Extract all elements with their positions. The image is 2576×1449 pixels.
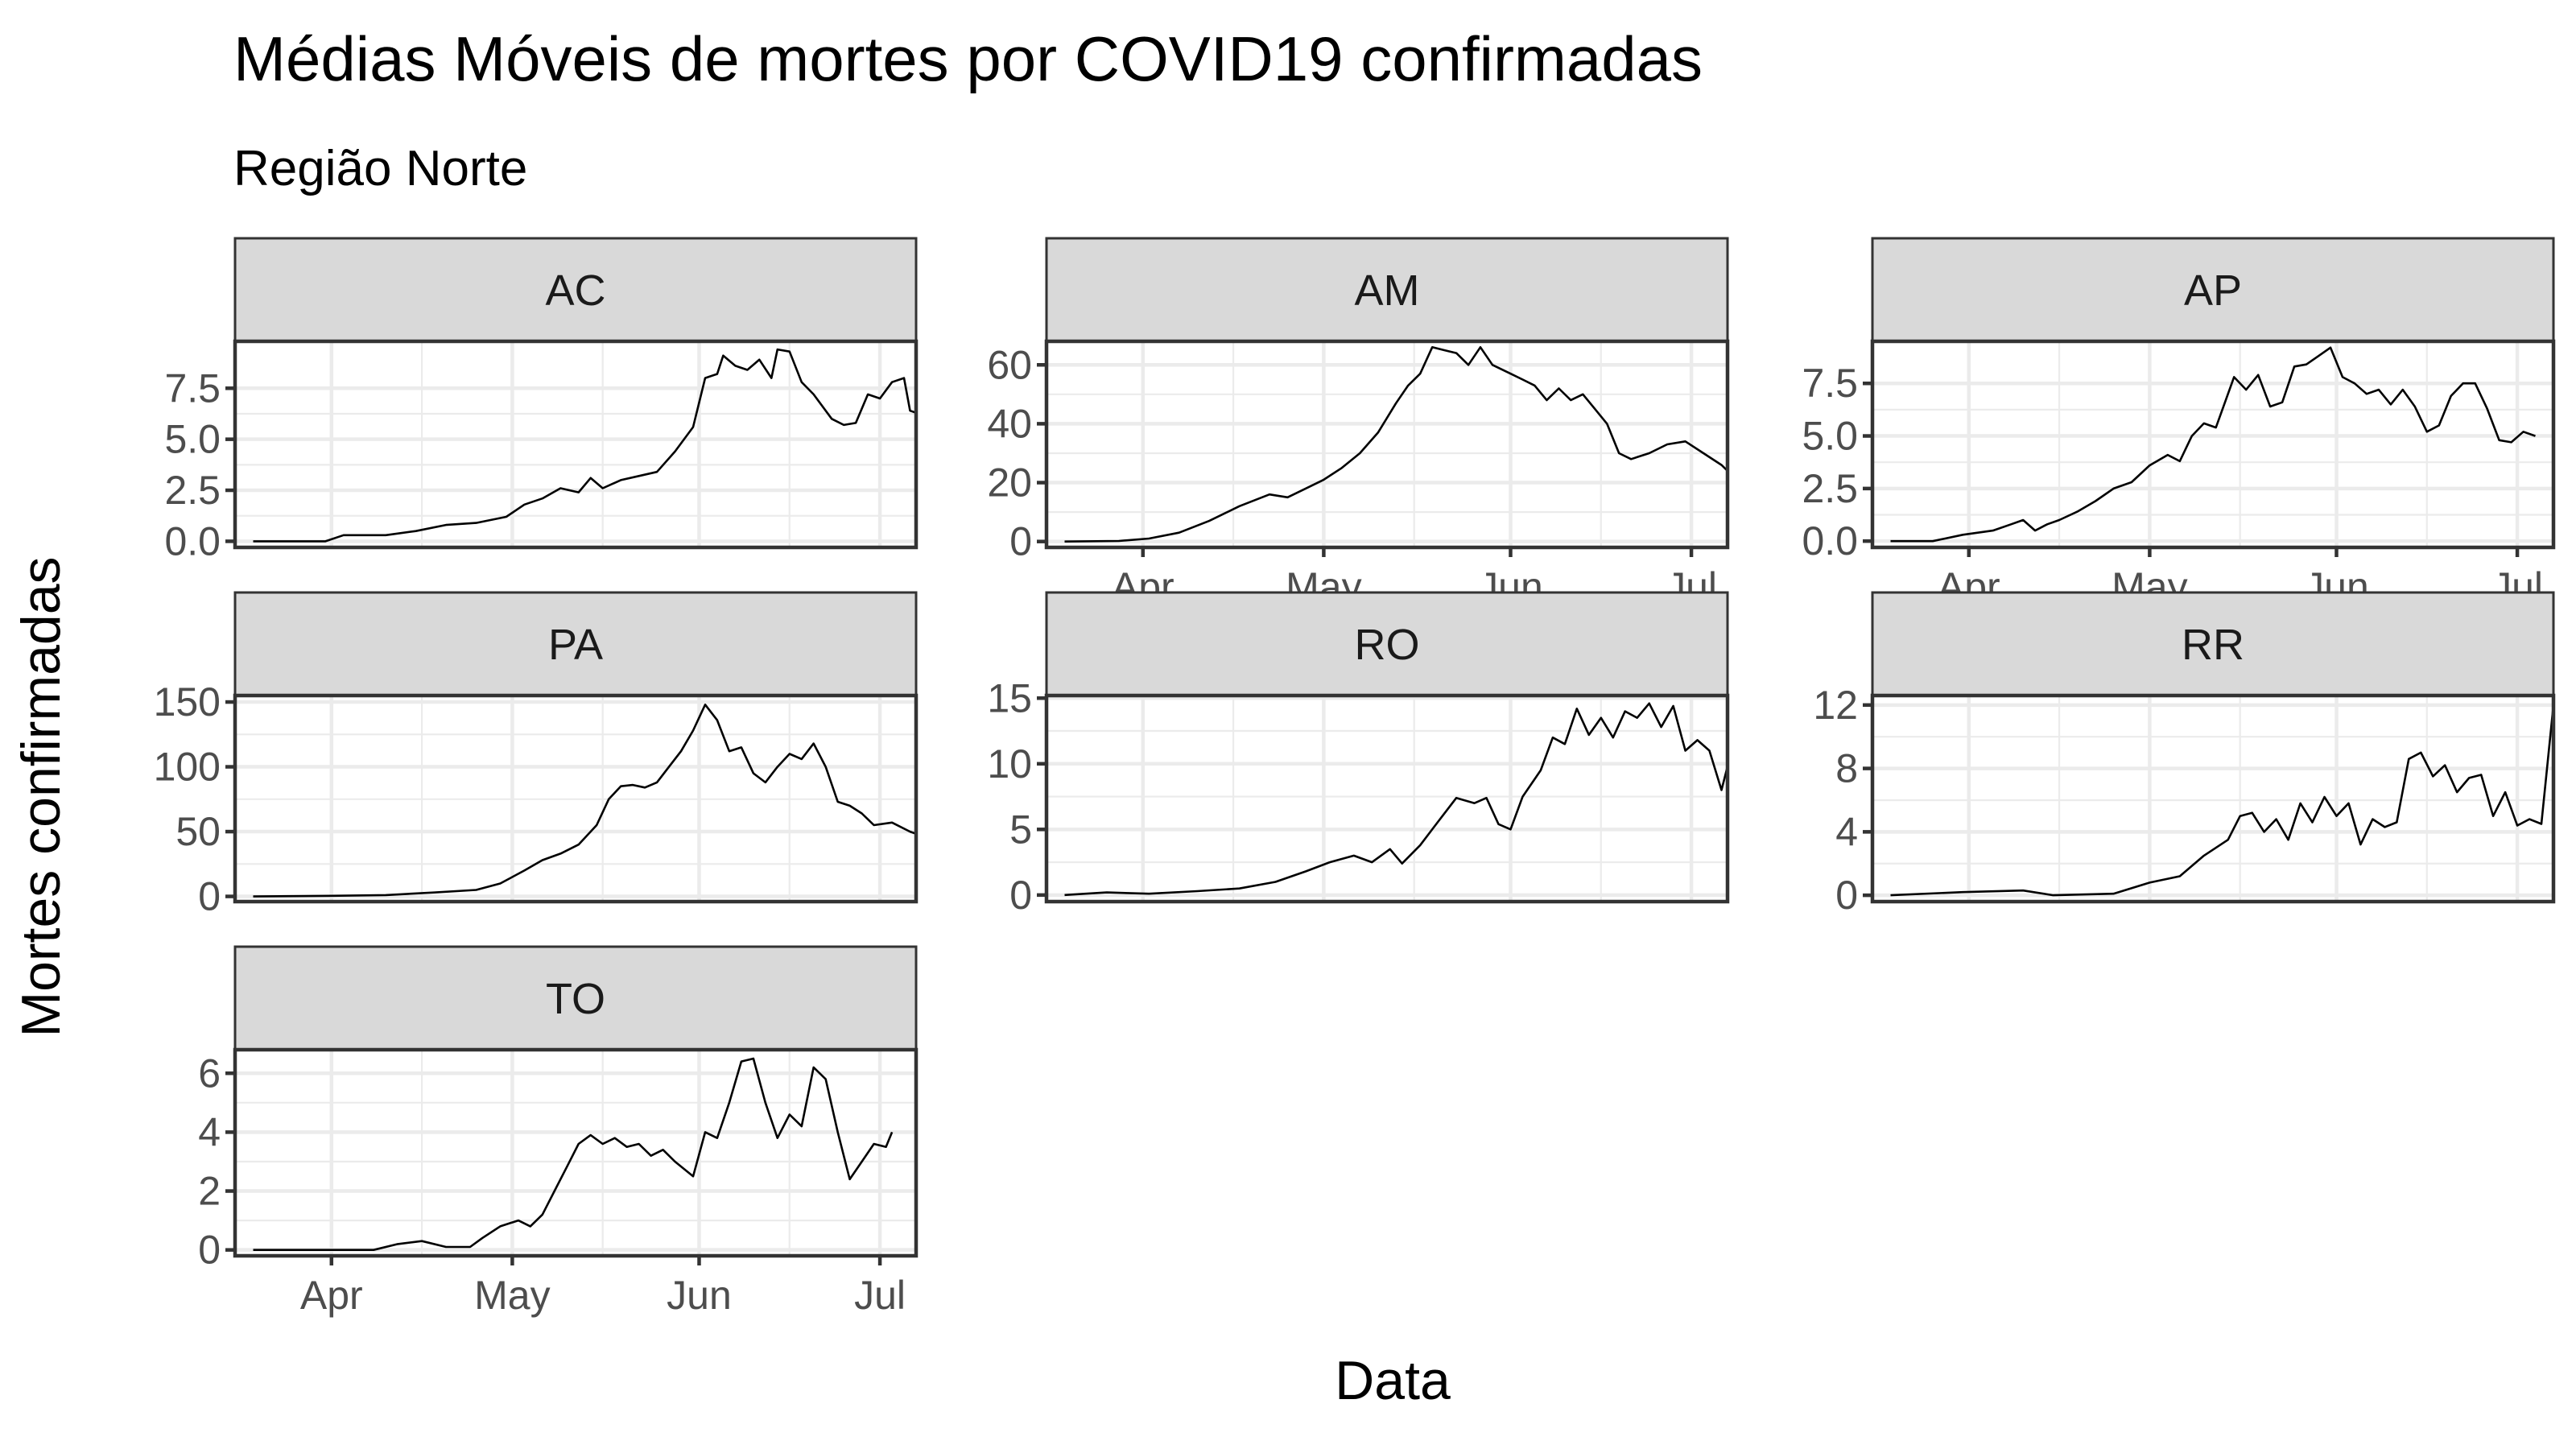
series-line-am [1064,345,1728,543]
x-axis-title: Data [1335,1350,1451,1411]
facet-strip [1871,591,2555,697]
facet-label: TO [546,975,605,1023]
y-tick-label: 7.5 [164,365,221,411]
panel-background [1046,696,1728,902]
y-tick-label: 0 [1009,873,1032,918]
y-tick-label: 10 [987,741,1032,786]
y-tick-label: 60 [987,342,1032,387]
panel-border [1044,339,1730,550]
y-tick-label: 40 [987,401,1032,446]
x-tick-label: Jul [854,1273,906,1318]
chart-subtitle: Região Norte [233,141,527,196]
y-tick-label: 100 [154,745,221,790]
facet-label: AC [545,266,605,315]
y-tick-label: 5.0 [164,417,221,462]
y-tick-label: 0 [1009,519,1032,564]
y-tick-label: 2 [198,1169,221,1214]
y-tick-label: 7.5 [1802,361,1858,406]
y-tick-label: 4 [1835,809,1858,854]
panel-border [1870,693,2556,904]
y-tick-label: 0 [1835,873,1858,918]
y-tick-label: 6 [198,1051,221,1096]
y-tick-label: 5.0 [1802,414,1858,459]
y-tick-label: 0 [198,1228,221,1273]
panel-border [233,693,919,904]
y-tick-label: 0.0 [164,518,221,564]
y-tick-label: 0.0 [1802,518,1858,564]
y-tick-label: 4 [198,1109,221,1154]
y-axis-title: Mortes confirmadas [10,556,72,1037]
y-tick-label: 0 [198,874,221,919]
panel-border [233,1047,919,1258]
panel-background [235,341,916,547]
x-tick-label: May [474,1273,550,1318]
panel-background [1872,341,2553,547]
panel-background [1872,696,2553,902]
series-line-ac [253,348,916,543]
y-tick-label: 2.5 [164,468,221,513]
facet-strip [233,591,918,697]
y-tick-label: 12 [1813,683,1858,728]
panel-to: TO 0 2 4 6 Apr May Jun Jul [198,945,919,1318]
facet-label: AP [2184,266,2242,315]
y-tick-label: 20 [987,460,1032,506]
facet-strip [1045,237,1729,343]
panel-border [233,339,919,550]
facet-label: PA [548,621,603,669]
facet-label: AM [1355,266,1420,315]
facet-label: RR [2182,621,2244,669]
facet-strip [233,945,918,1051]
x-tick-label: Jun [667,1273,732,1318]
series-line-pa [253,703,916,898]
facet-strip [1045,591,1729,697]
series-line-ro [1064,702,1728,897]
facet-strip [233,237,918,343]
chart-title: Médias Móveis de mortes por COVID19 conf… [233,23,1703,94]
panel-background [1046,341,1728,547]
panel-rr: RR 0 4 8 12 [1813,591,2556,918]
y-tick-label: 5 [1009,807,1032,852]
panel-border [1870,339,2556,550]
facet-label: RO [1355,621,1420,669]
panel-background [235,1050,916,1256]
y-tick-label: 8 [1835,746,1858,791]
y-tick-label: 150 [154,679,221,724]
series-line-rr [1890,704,2553,897]
x-tick-label: Apr [300,1273,363,1318]
panel-border [1044,693,1730,904]
y-tick-label: 15 [987,675,1032,720]
series-line-ap [1890,346,2536,543]
y-tick-label: 50 [175,809,221,854]
series-line-to [253,1057,894,1251]
panel-ac: AC 0.0 2.5 5.0 7.5 [164,237,919,564]
y-tick-label: 2.5 [1802,466,1858,511]
panel-pa: PA 0 50 100 150 [154,591,919,919]
panel-ro: RO 0 5 10 15 [987,591,1730,918]
